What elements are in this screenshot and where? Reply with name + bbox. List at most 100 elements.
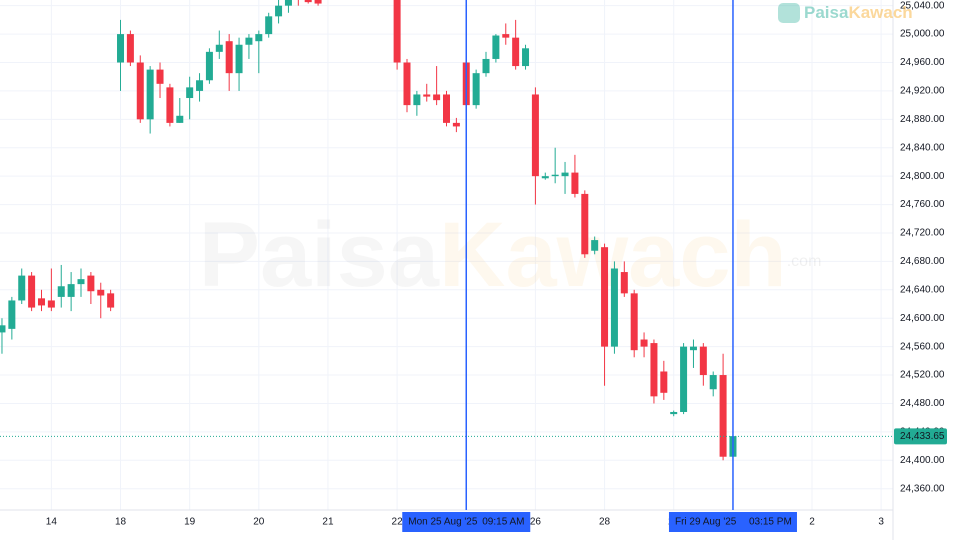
candle-body: [57, 286, 65, 297]
x-tick-label: 18: [115, 517, 127, 528]
candle-body: [265, 16, 273, 35]
candle-body: [37, 298, 45, 306]
candle-body: [156, 69, 164, 84]
y-tick-label: 24,480.00: [900, 398, 945, 409]
crosshair-date: Mon 25 Aug '25: [408, 517, 478, 528]
candle-body: [47, 300, 55, 308]
x-tick-label: 19: [184, 517, 196, 528]
candle-body: [541, 176, 549, 179]
candle-body: [186, 87, 194, 99]
crosshair-label-box: [402, 512, 531, 532]
candle-body: [196, 80, 204, 91]
candle-body: [650, 343, 658, 397]
candle-body: [670, 411, 678, 415]
last-price-box: [894, 428, 947, 445]
watermark-part: .com: [787, 253, 822, 270]
candle-body: [640, 339, 648, 347]
candle-body: [452, 122, 460, 127]
candle-body: [699, 346, 707, 376]
candle-body: [719, 375, 727, 457]
candle-body: [581, 193, 589, 255]
x-tick-label: 3: [878, 517, 884, 528]
candle-body: [393, 0, 401, 63]
candle-body: [146, 69, 154, 120]
candle-body: [225, 41, 233, 74]
overlay: 24,433.65 Mon 25 Aug '25 09:15 AM Fri 29 Au…: [0, 0, 947, 532]
candle-body: [284, 0, 292, 6]
logo-part: Paisa: [804, 3, 849, 22]
y-tick-label: 24,800.00: [900, 171, 945, 182]
candle-body: [482, 58, 490, 74]
axes: 24,360.0024,400.0024,440.0024,480.0024,5…: [46, 0, 945, 527]
candle-body: [689, 346, 697, 351]
x-tick-label: 28: [599, 517, 611, 528]
candle-body: [403, 62, 411, 106]
candle-body: [255, 34, 263, 42]
candle-body: [630, 293, 638, 351]
candle-body: [275, 5, 283, 17]
candle-body: [551, 174, 559, 177]
candle-body: [660, 371, 668, 393]
y-tick-label: 24,520.00: [900, 370, 945, 381]
candle-body: [413, 94, 421, 106]
candle-body: [107, 293, 115, 308]
candle-body: [433, 94, 441, 101]
candle-body: [522, 48, 530, 67]
x-tick-label: 26: [530, 517, 542, 528]
y-tick-label: 24,720.00: [900, 228, 945, 239]
candle-body: [571, 172, 579, 194]
candle-body: [561, 172, 569, 177]
candle-body: [304, 0, 312, 3]
candle-body: [245, 37, 253, 45]
y-tick-label: 24,640.00: [900, 284, 945, 295]
candle-body: [709, 375, 717, 390]
candle-body: [502, 34, 510, 38]
candle-body: [472, 73, 480, 106]
y-tick-label: 24,960.00: [900, 57, 945, 68]
y-tick-label: 24,360.00: [900, 483, 945, 494]
candle-body: [314, 0, 322, 4]
candle-body: [531, 94, 539, 177]
candle-body: [443, 94, 450, 123]
candle-body: [77, 279, 85, 285]
y-tick-label: 24,760.00: [900, 199, 945, 210]
watermark: PaisaKawach.com: [199, 204, 822, 306]
watermark-part: Paisa: [199, 204, 440, 306]
y-tick-label: 24,600.00: [900, 313, 945, 324]
candle-body: [87, 275, 95, 292]
candle-body: [136, 62, 144, 120]
candle-body: [620, 272, 628, 294]
crosshair-date: Fri 29 Aug '25: [675, 517, 737, 528]
candle-body: [176, 115, 184, 123]
candle-body: [67, 284, 75, 297]
candle-body: [8, 300, 16, 329]
y-tick-label: 24,880.00: [900, 114, 945, 125]
candle-body: [126, 34, 134, 63]
y-tick-label: 25,000.00: [900, 29, 945, 40]
crosshair-time: 09:15 AM: [482, 517, 524, 528]
y-tick-label: 25,040.00: [900, 0, 945, 11]
crosshair-time: 03:15 PM: [749, 517, 792, 528]
candle-body: [492, 35, 500, 59]
candle-body: [28, 275, 36, 308]
candle-body: [680, 346, 688, 412]
logo-icon: [778, 3, 800, 23]
last-price-label: 24,433.65: [900, 431, 945, 442]
candle-body: [205, 51, 213, 81]
candle-body: [97, 289, 105, 296]
y-tick-label: 24,680.00: [900, 256, 945, 267]
y-tick-label: 24,920.00: [900, 86, 945, 97]
logo: PaisaKawach: [804, 3, 913, 22]
x-tick-label: 2: [809, 517, 815, 528]
candle-body: [117, 34, 125, 63]
candle-body: [601, 247, 609, 347]
candle-body: [235, 44, 243, 74]
candle-body: [512, 37, 520, 67]
x-tick-label: 20: [253, 517, 265, 528]
y-tick-label: 24,560.00: [900, 341, 945, 352]
candle-body: [0, 325, 6, 333]
y-tick-label: 24,400.00: [900, 455, 945, 466]
y-tick-label: 24,840.00: [900, 142, 945, 153]
candle-body: [610, 268, 618, 347]
